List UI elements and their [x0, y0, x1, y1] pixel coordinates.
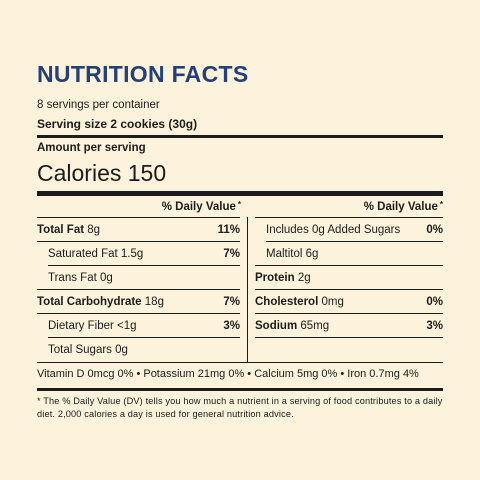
nutrient-row-total-carbohydrate: Total Carbohydrate 18g 7% — [37, 290, 240, 313]
row-divider — [255, 313, 443, 314]
daily-value-header-text: % Daily Value — [363, 201, 438, 213]
nutrient-name: Trans Fat — [48, 271, 97, 284]
nutrient-name: Total Sugars — [48, 343, 112, 356]
row-divider — [37, 313, 240, 314]
nutrient-amount: 18g — [144, 295, 164, 308]
nutrient-row-saturated-fat: Saturated Fat 1.5g 7% — [48, 242, 240, 265]
nutrient-row-sodium: Sodium 65mg 3% — [255, 314, 443, 337]
daily-value-star: * — [439, 200, 443, 209]
serving-size: Serving size 2 cookies (30g) — [37, 117, 198, 131]
row-divider — [37, 289, 240, 290]
daily-value-star: * — [237, 200, 241, 209]
divider-bottom — [37, 388, 443, 391]
nutrient-name: Includes 0g Added Sugars — [266, 223, 401, 236]
nutrient-row-maltitol: Maltitol 6g — [266, 242, 443, 265]
calories: Calories 150 — [37, 160, 167, 186]
nutrient-amount: <1g — [117, 319, 137, 332]
nutrient-name: Protein — [255, 271, 295, 284]
nutrient-dv: 7% — [223, 295, 240, 308]
nutrient-row-total-fat: Total Fat 8g 11% — [37, 218, 240, 241]
column-divider — [247, 217, 248, 363]
daily-value-footnote: * The % Daily Value (DV) tells you how m… — [37, 396, 443, 419]
nutrient-amount: 0g — [99, 271, 113, 284]
nutrient-name: Sodium — [255, 319, 298, 332]
nutrient-row-dietary-fiber: Dietary Fiber <1g 3% — [48, 314, 240, 337]
row-divider — [255, 265, 443, 266]
row-divider — [48, 265, 240, 266]
nutrient-name: Cholesterol — [255, 295, 319, 308]
nutrient-name: Dietary Fiber — [48, 319, 114, 332]
row-divider — [255, 289, 443, 290]
row-divider — [48, 337, 240, 338]
nutrient-amount: 8g — [87, 223, 101, 236]
amount-per-serving: Amount per serving — [37, 142, 146, 154]
daily-value-header-text: % Daily Value — [161, 201, 236, 213]
nutrient-dv: 11% — [217, 223, 240, 236]
divider-thick — [37, 135, 443, 138]
nutrient-dv: 7% — [223, 247, 240, 260]
nutrient-name: Maltitol — [266, 247, 303, 260]
nutrient-amount: 65mg — [300, 319, 330, 332]
nutrient-dv: 3% — [223, 319, 240, 332]
nutrient-dv: 0% — [426, 295, 443, 308]
vitamins-minerals: Vitamin D 0mcg 0% • Potassium 21mg 0% • … — [37, 368, 419, 380]
daily-value-header-right: % Daily Value * — [364, 200, 443, 214]
nutrient-amount: 2g — [297, 271, 311, 284]
nutrient-name: Saturated Fat — [48, 247, 118, 260]
nutrient-row-protein: Protein 2g — [255, 266, 443, 289]
nutrient-amount: 1.5g — [120, 247, 144, 260]
nutrient-amount: 6g — [305, 247, 319, 260]
nutrient-row-cholesterol: Cholesterol 0mg 0% — [255, 290, 443, 313]
daily-value-header-left: % Daily Value * — [162, 200, 241, 214]
row-divider — [255, 337, 443, 338]
nutrient-row-added-sugars: Includes 0g Added Sugars 0% — [266, 218, 443, 241]
nutrient-dv: 0% — [426, 223, 443, 236]
nutrient-name: Total Fat — [37, 223, 85, 236]
nutrient-dv: 3% — [426, 319, 443, 332]
divider-heavy — [37, 191, 443, 196]
row-divider — [37, 217, 240, 218]
servings-per-container: 8 servings per container — [37, 99, 160, 111]
nutrient-row-total-sugars: Total Sugars 0g — [48, 338, 240, 361]
nutrient-row-trans-fat: Trans Fat 0g — [48, 266, 240, 289]
row-divider — [37, 241, 240, 242]
nutrient-name: Total Carbohydrate — [37, 295, 142, 308]
nutrient-amount: 0mg — [321, 295, 344, 308]
row-divider — [37, 362, 443, 363]
nutrient-amount: 0g — [115, 343, 128, 356]
label-title: NUTRITION FACTS — [37, 61, 249, 87]
row-divider — [255, 217, 443, 218]
row-divider — [266, 241, 443, 242]
